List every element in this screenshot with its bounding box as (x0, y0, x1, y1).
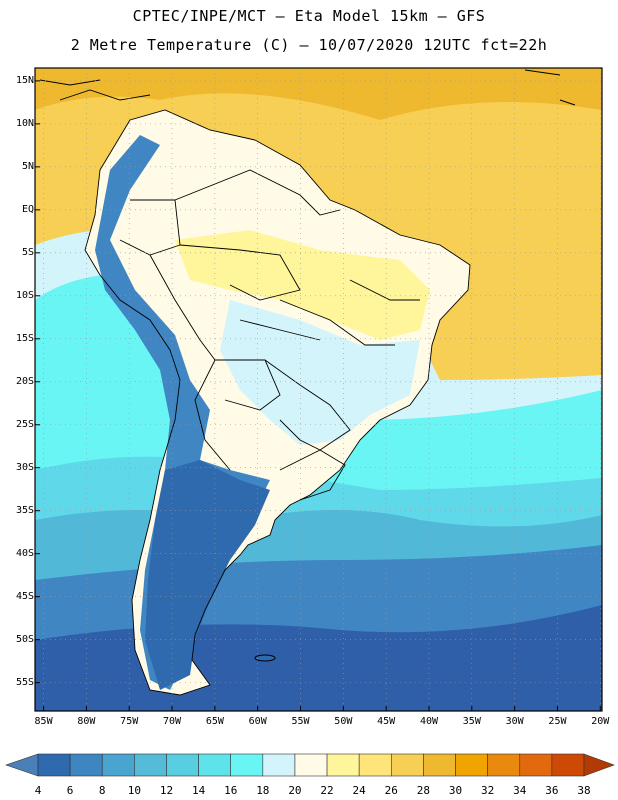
lat-label: 40S (15, 547, 34, 559)
lat-label: EQ (21, 203, 34, 215)
colorbar-segment (487, 753, 521, 777)
colorbar-label: 6 (66, 784, 74, 797)
lon-label: 40W (419, 716, 439, 727)
colorbar-low-arrow (5, 753, 39, 777)
colorbar-segment (390, 753, 424, 777)
lon-label: 55W (291, 716, 310, 727)
lat-label: 55S (15, 676, 34, 688)
lon-label: 85W (34, 716, 53, 727)
colorbar-segment (69, 753, 103, 777)
colorbar-segment (101, 753, 135, 777)
map-field (35, 68, 602, 711)
lon-label: 80W (77, 716, 96, 727)
colorbar-label: 14 (191, 784, 206, 797)
colorbar-segment (423, 753, 456, 777)
lat-label: 50S (15, 633, 34, 645)
colorbar-label: 34 (513, 784, 527, 797)
lat-label: 35S (15, 504, 34, 516)
colorbar-label: 36 (545, 784, 559, 797)
colorbar-segment (134, 753, 167, 777)
colorbar-label: 24 (352, 784, 366, 797)
colorbar-segment (230, 753, 264, 777)
country-borders (39, 79, 471, 696)
colorbar-label: 30 (448, 784, 463, 797)
lon-label: 30W (505, 716, 524, 727)
lat-label: 20S (15, 375, 34, 387)
colorbar-segment (166, 753, 199, 777)
lon-label: 50W (334, 716, 353, 727)
colorbar (5, 753, 615, 777)
colorbar-high-arrow (583, 753, 615, 777)
lat-label: 45S (15, 590, 34, 602)
falkland-islands (254, 654, 276, 662)
colorbar-label: 38 (577, 784, 591, 797)
caribbean-islands (524, 69, 576, 106)
lon-label: 35W (462, 716, 481, 727)
lon-label: 75W (120, 716, 139, 727)
northern-hot-zone (150, 180, 390, 258)
amazon-warm-zone (175, 230, 430, 340)
colorbar-segment (519, 753, 553, 777)
colorbar-segment (262, 753, 296, 777)
patagonia-cold-zone (145, 460, 270, 690)
lon-label: 60W (248, 716, 267, 727)
colorbar-segment (198, 753, 232, 777)
lon-label: 25W (548, 716, 567, 727)
colorbar-label: 10 (127, 784, 141, 797)
colorbar-segment (37, 753, 71, 777)
colorbar-label: 12 (159, 784, 174, 797)
lat-label: 5S (21, 246, 34, 258)
lat-label: 10N (15, 117, 34, 129)
colorbar-label: 18 (256, 784, 270, 797)
colorbar-label: 20 (288, 784, 302, 797)
lat-label: 25S (15, 418, 34, 430)
lon-label: 65W (205, 716, 224, 727)
colorbar-label: 28 (416, 784, 431, 797)
lat-lon-grid (35, 68, 602, 711)
lat-label: 15S (15, 332, 34, 344)
axis-ticks (35, 80, 601, 711)
lat-label: 15N (15, 74, 34, 86)
colorbar-segment (358, 753, 392, 777)
colorbar-label: 16 (224, 784, 238, 797)
central-cool-zone (220, 300, 420, 445)
lat-label: 10S (15, 289, 34, 301)
colorbar-label: 32 (481, 784, 495, 797)
colorbar-segment (294, 753, 328, 777)
colorbar-label: 8 (98, 784, 106, 797)
lat-label: 30S (15, 461, 34, 473)
colorbar-segment (551, 753, 585, 777)
lon-label: 70W (163, 716, 182, 727)
lon-label: 45W (377, 716, 396, 727)
lon-label: 20W (591, 716, 610, 727)
colorbar-segment (455, 753, 488, 777)
map-title: CPTEC/INPE/MCT – Eta Model 15km – GFS (132, 7, 486, 25)
lat-label: 5N (21, 160, 34, 172)
colorbar-label: 22 (320, 784, 334, 797)
colorbar-label: 4 (34, 784, 42, 797)
map-subtitle: 2 Metre Temperature (C) – 10/07/2020 12U… (70, 36, 548, 54)
colorbar-segment (326, 753, 360, 777)
map-frame (34, 67, 603, 712)
colorbar-label: 26 (384, 784, 398, 797)
